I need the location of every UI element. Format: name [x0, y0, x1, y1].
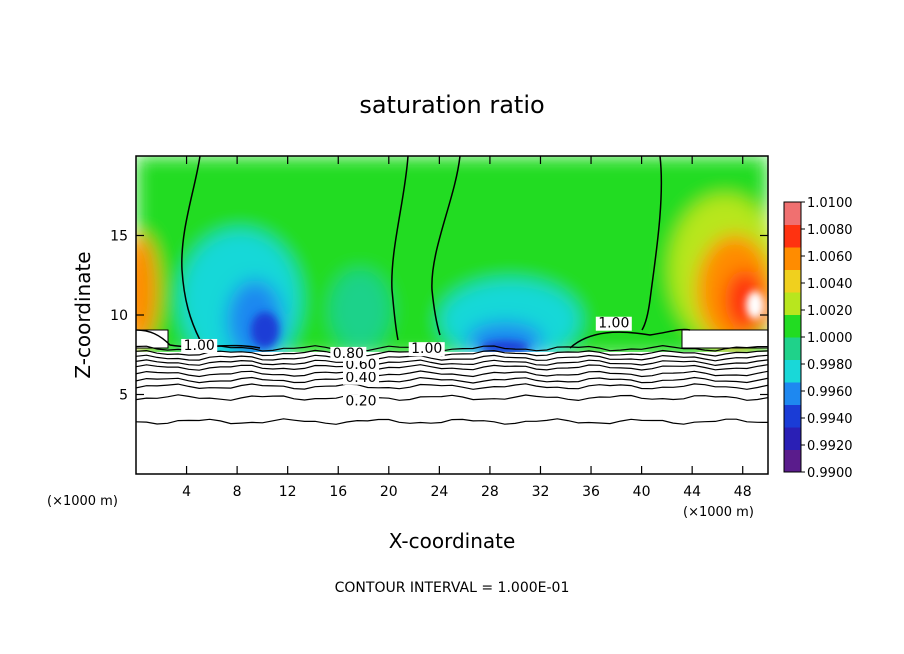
contour-line [136, 394, 768, 402]
contour-label: 0.60 [345, 357, 376, 373]
contour-label: 0.40 [345, 370, 376, 386]
colorbar-tick-label: 1.0100 [807, 196, 853, 211]
colorbar-tick-label: 0.9900 [807, 466, 853, 481]
contour-line [136, 370, 768, 378]
colorbar-swatch [784, 359, 801, 383]
colorbar: 1.0100 1.0080 1.0060 1.0040 1.0020 1.0000 0.99… [783, 196, 853, 481]
x-tick-label: 44 [683, 484, 701, 500]
contour-line [136, 344, 768, 352]
x-tick-label: 28 [481, 484, 499, 500]
colorbar-tick-label: 1.0020 [807, 304, 853, 319]
contour-line [136, 364, 768, 371]
x-tick-label: 16 [329, 484, 347, 500]
colorbar-tick-label: 1.0080 [807, 223, 853, 238]
contour-label: 0.20 [345, 394, 376, 410]
colorbar-swatch [784, 382, 801, 405]
x-tick-label: 48 [734, 484, 752, 500]
field-warm-left [136, 235, 158, 345]
x-axis-unit-right: (×1000 m) [683, 505, 754, 520]
contour-label: 1.00 [411, 341, 442, 357]
colorbar-tick-label: 1.0000 [807, 331, 853, 346]
colorbar-swatch [784, 427, 801, 450]
colorbar-swatch [784, 449, 801, 473]
x-tick-label: 32 [532, 484, 550, 500]
colorbar-swatch [784, 269, 801, 293]
contour-label: 1.00 [598, 316, 629, 332]
colorbar-swatch [784, 224, 801, 248]
plot-area: 0.20 0.400.600.80 1.00 1.00 1.00 [136, 156, 768, 474]
contour-labels: 0.20 0.400.600.80 1.00 1.00 1.00 [181, 316, 632, 410]
contour-label-bg [342, 358, 379, 373]
colorbar-swatch [784, 337, 801, 360]
colorbar-tick-label: 0.9960 [807, 385, 853, 400]
x-tick-label: 40 [633, 484, 651, 500]
colorbar-tick-label: 0.9940 [807, 412, 853, 427]
right-inset-box [681, 329, 768, 349]
x-tick-label: 4 [182, 484, 191, 500]
contour-label: 1.00 [184, 338, 215, 354]
colorbar-tick-label: 0.9980 [807, 358, 853, 373]
x-axis-label: X-coordinate [389, 529, 516, 553]
contour-line [136, 383, 768, 390]
colorbar-tick-label: 1.0060 [807, 250, 853, 265]
colorbar-swatch [784, 247, 801, 270]
field-moist-mid [330, 270, 390, 350]
stable-layer-band [136, 352, 768, 474]
chart-title: saturation ratio [359, 91, 544, 119]
y-axis-label: Z-coordinate [71, 251, 95, 378]
contour-label-bg [342, 394, 379, 409]
x-axis-ticks: 4 8 12 16 20 24 28 32 36 40 44 48 [182, 156, 752, 500]
contour-label-bg [595, 316, 632, 331]
colorbar-swatch [784, 202, 801, 225]
saturation-contours [136, 156, 691, 349]
contour-lines [136, 344, 768, 425]
colorbar-tick-label: 0.9920 [807, 439, 853, 454]
colorbar-swatch [784, 314, 801, 338]
contour-line [136, 376, 768, 384]
saturation-field [136, 156, 768, 370]
saturation-field-detail [251, 291, 764, 353]
contour-label: 0.80 [333, 346, 364, 362]
contour-label-bg [330, 346, 367, 361]
contour-line [136, 359, 768, 367]
y-tick-label: 10 [110, 308, 128, 324]
x-tick-label: 20 [380, 484, 398, 500]
x-tick-label: 36 [582, 484, 600, 500]
contour-label-bg [342, 370, 379, 385]
contour-label-bg [408, 342, 445, 357]
x-tick-label: 12 [279, 484, 297, 500]
colorbar-swatch [784, 404, 801, 428]
contour-interval-note: CONTOUR INTERVAL = 1.000E-01 [335, 580, 570, 596]
contour-line [136, 349, 768, 357]
colorbar-swatch [784, 292, 801, 315]
colorbar-tick-label: 1.0040 [807, 277, 853, 292]
y-axis-ticks: 5 10 15 [110, 229, 768, 404]
contour-line [136, 354, 768, 362]
x-axis-unit-left: (×1000 m) [47, 494, 118, 509]
contour-label-bg [181, 338, 218, 353]
y-tick-label: 15 [110, 229, 128, 245]
x-tick-label: 24 [430, 484, 448, 500]
contour-line [136, 418, 768, 425]
y-tick-label: 5 [119, 388, 128, 404]
x-tick-label: 8 [233, 484, 242, 500]
